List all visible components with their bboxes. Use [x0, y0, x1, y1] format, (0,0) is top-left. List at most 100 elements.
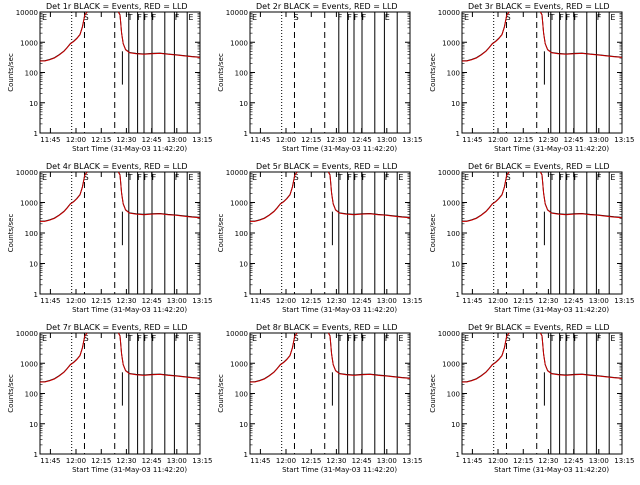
x-tick-label: 12:15 [301, 457, 321, 465]
region-letter: S [294, 334, 299, 343]
x-tick-label: 13:00 [377, 297, 397, 305]
region-letter: F [347, 173, 352, 182]
y-tick-label: 1 [456, 451, 460, 459]
y-tick-label: 1000 [442, 200, 460, 208]
x-tick-label: 12:15 [91, 136, 111, 144]
y-tick-label: 10000 [226, 9, 248, 17]
x-tick-label: 13:00 [167, 457, 187, 465]
region-letter: F [574, 173, 579, 182]
region-letter: F [144, 173, 149, 182]
region-letter: E [464, 334, 469, 343]
y-tick-label: 10000 [438, 169, 460, 177]
x-axis-label: Start Time (31-May-03 11:42:20) [72, 145, 187, 153]
lld-series-line [250, 332, 298, 383]
y-axis-label: Counts/sec [217, 53, 225, 92]
panel-det-1: Det 1r BLACK = Events, RED = LLD 1 10 100 10… [7, 2, 212, 153]
region-letter: F [152, 13, 157, 22]
region-letter: T [549, 13, 555, 22]
panel-det-2: Det 2r BLACK = Events, RED = LLD 1 10 100 10… [217, 2, 422, 153]
x-tick-label: 12:00 [276, 297, 296, 305]
x-axis-label: Start Time (31-May-03 11:42:20) [282, 306, 397, 314]
x-tick-label: 13:00 [167, 297, 187, 305]
x-tick-label: 12:00 [276, 457, 296, 465]
x-tick-label: 11:45 [462, 136, 482, 144]
x-tick-label: 12:15 [513, 457, 533, 465]
x-tick-label: 12:30 [116, 136, 136, 144]
plot-frame [249, 332, 411, 455]
x-tick-label: 12:15 [513, 297, 533, 305]
x-tick-label: 12:45 [352, 297, 372, 305]
region-letter: E [252, 13, 257, 22]
region-letter: F [597, 173, 602, 182]
events-series-line [40, 332, 88, 383]
x-tick-label: 12:45 [564, 136, 584, 144]
x-axis-label: Start Time (31-May-03 11:42:20) [72, 466, 187, 474]
x-tick-label: 13:00 [377, 136, 397, 144]
region-letter: F [559, 13, 564, 22]
x-tick-label: 11:45 [40, 457, 60, 465]
y-tick-label: 10 [29, 100, 38, 108]
y-tick-label: 1 [456, 130, 460, 138]
y-tick-label: 1000 [20, 200, 38, 208]
region-letter: S [84, 334, 89, 343]
region-letter: F [347, 334, 352, 343]
region-letter: T [549, 173, 555, 182]
region-letter: E [398, 334, 403, 343]
x-tick-label: 12:00 [488, 457, 508, 465]
events-series-line [250, 171, 298, 222]
x-tick-label: 13:15 [614, 457, 634, 465]
x-tick-label: 13:00 [167, 136, 187, 144]
region-letter: F [574, 13, 579, 22]
lld-series-line [40, 11, 88, 62]
region-letter: F [338, 13, 343, 22]
lld-series-line [117, 11, 201, 58]
region-letter: F [559, 173, 564, 182]
x-tick-label: 13:15 [192, 297, 212, 305]
plot-frame [39, 332, 201, 455]
x-axis-label: Start Time (31-May-03 11:42:20) [282, 466, 397, 474]
y-tick-label: 100 [25, 391, 38, 399]
lld-series-line [327, 332, 411, 379]
region-letter: T [337, 334, 343, 343]
panel-det-8: Det 8r BLACK = Events, RED = LLD 1 10 100 10… [217, 323, 422, 474]
x-tick-label: 12:45 [352, 136, 372, 144]
y-tick-label: 1000 [442, 360, 460, 368]
x-tick-label: 12:00 [488, 136, 508, 144]
x-tick-label: 12:15 [91, 457, 111, 465]
region-letter: F [144, 13, 149, 22]
region-letter: E [610, 334, 615, 343]
x-tick-label: 13:15 [402, 457, 422, 465]
y-tick-label: 1000 [230, 200, 248, 208]
lld-series-line [539, 171, 623, 219]
events-series-line [462, 332, 510, 383]
y-tick-label: 10000 [438, 9, 460, 17]
region-letter: E [610, 173, 615, 182]
y-tick-label: 10000 [226, 330, 248, 338]
lld-series-line [539, 11, 623, 58]
x-tick-label: 12:30 [538, 136, 558, 144]
x-tick-label: 11:45 [462, 297, 482, 305]
y-tick-label: 10 [29, 261, 38, 269]
region-letter: F [597, 13, 602, 22]
x-tick-label: 13:15 [192, 136, 212, 144]
x-tick-label: 13:15 [614, 136, 634, 144]
events-series-line [462, 11, 510, 62]
plot-frame [461, 171, 623, 295]
plot-frame [461, 332, 623, 455]
region-letter: F [152, 173, 157, 182]
x-tick-label: 12:00 [276, 136, 296, 144]
y-tick-label: 10000 [438, 330, 460, 338]
region-letter: F [574, 334, 579, 343]
lld-series-line [539, 332, 623, 379]
x-tick-label: 13:15 [402, 136, 422, 144]
region-letter: E [252, 334, 257, 343]
x-tick-label: 11:45 [250, 457, 270, 465]
panel-title: Det 5r BLACK = Events, RED = LLD [256, 162, 398, 171]
x-tick-label: 12:30 [538, 297, 558, 305]
y-tick-label: 1 [244, 451, 248, 459]
lld-series-line [250, 171, 298, 222]
lld-series-line [117, 332, 201, 379]
y-tick-label: 100 [235, 70, 248, 78]
y-tick-label: 10 [451, 261, 460, 269]
